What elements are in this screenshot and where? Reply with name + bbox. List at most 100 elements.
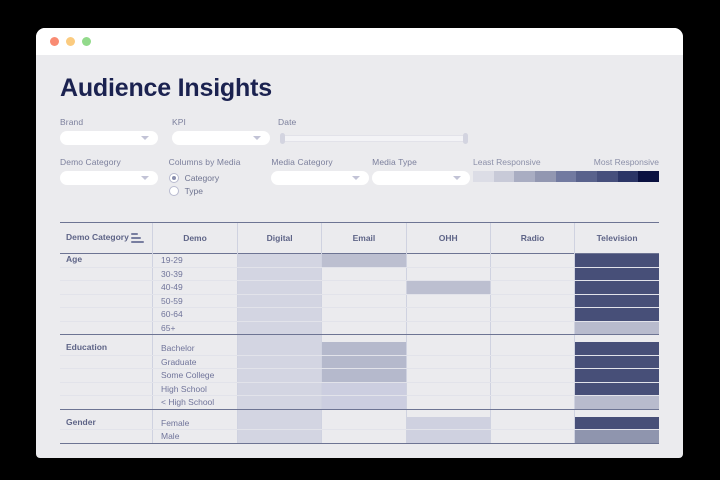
heatmap-cell-email[interactable]	[321, 429, 407, 444]
heatmap-cell-email[interactable]	[321, 416, 407, 430]
heatmap-cell-ohh[interactable]	[406, 395, 491, 410]
heatmap-cell-ohh[interactable]	[406, 429, 491, 444]
heatmap-cell-digital[interactable]	[237, 355, 323, 369]
heatmap-cell-television[interactable]	[574, 294, 659, 308]
heatmap-cell-digital[interactable]	[237, 368, 323, 383]
table-row[interactable]: 60-64	[60, 307, 659, 322]
heatmap-cell-radio[interactable]	[490, 355, 576, 369]
brand-select[interactable]	[60, 131, 158, 145]
heatmap-cell-radio[interactable]	[490, 395, 576, 410]
heatmap-cell-television[interactable]	[574, 395, 659, 410]
column-header-digital[interactable]: Digital	[237, 223, 323, 254]
heatmap-cell-radio[interactable]	[490, 342, 576, 356]
heatmap-cell-email[interactable]	[321, 253, 407, 268]
heatmap-cell-email[interactable]	[321, 342, 407, 356]
heatmap-cell-television[interactable]	[574, 267, 659, 281]
heatmap-cell-email[interactable]	[321, 267, 407, 281]
heatmap-cell-digital[interactable]	[237, 395, 323, 410]
heatmap-cell-television[interactable]	[574, 416, 659, 430]
heatmap-cell-radio[interactable]	[490, 368, 576, 383]
heatmap-cell-email[interactable]	[321, 280, 407, 295]
table-row[interactable]: Male	[60, 429, 659, 444]
heatmap-cell-radio[interactable]	[490, 280, 576, 295]
slider-handle-end[interactable]	[463, 132, 468, 144]
heatmap-cell-ohh[interactable]	[406, 253, 491, 268]
column-header-radio[interactable]: Radio	[490, 223, 576, 254]
table-row[interactable]: 30-39	[60, 267, 659, 281]
table-row[interactable]: Age 19-29	[60, 253, 659, 268]
heatmap-cell-radio[interactable]	[490, 321, 576, 335]
heatmap-cell-television[interactable]	[574, 253, 659, 268]
heatmap-cell-email[interactable]	[321, 368, 407, 383]
demo-category-select[interactable]	[60, 171, 158, 185]
heatmap-cell-ohh[interactable]	[406, 368, 491, 383]
heatmap-cell-email[interactable]	[321, 355, 407, 369]
radio-option-category[interactable]: Category	[168, 173, 272, 183]
heatmap-cell-ohh[interactable]	[406, 416, 491, 430]
heatmap-cell-ohh[interactable]	[406, 294, 491, 308]
heatmap-cell-ohh[interactable]	[406, 355, 491, 369]
table-row[interactable]: High School	[60, 382, 659, 396]
heatmap-cell-ohh[interactable]	[406, 307, 491, 322]
heatmap-cell-digital[interactable]	[237, 429, 323, 444]
column-header-television[interactable]: Television	[574, 223, 659, 254]
heatmap-cell-digital[interactable]	[237, 342, 323, 356]
heatmap-cell-digital[interactable]	[237, 294, 323, 308]
heatmap-cell-television[interactable]	[574, 368, 659, 383]
column-header-email[interactable]: Email	[321, 223, 407, 254]
heatmap-cell-radio[interactable]	[490, 429, 576, 444]
heatmap-cell-television[interactable]	[574, 307, 659, 322]
heatmap-cell-digital[interactable]	[237, 280, 323, 295]
close-window-button[interactable]	[50, 37, 59, 46]
heatmap-cell-digital[interactable]	[237, 253, 323, 268]
column-header-demo-category[interactable]: Demo Category	[60, 223, 153, 254]
heatmap-cell-ohh[interactable]	[406, 267, 491, 281]
heatmap-cell-ohh[interactable]	[406, 280, 491, 295]
heatmap-cell-television[interactable]	[574, 382, 659, 396]
heatmap-cell-television[interactable]	[574, 355, 659, 369]
heatmap-cell-radio[interactable]	[490, 382, 576, 396]
table-row[interactable]: < High School	[60, 395, 659, 410]
heatmap-cell-digital[interactable]	[237, 416, 323, 430]
heatmap-cell-television[interactable]	[574, 280, 659, 295]
heatmap-cell-radio[interactable]	[490, 267, 576, 281]
heatmap-cell-email[interactable]	[321, 382, 407, 396]
table-row[interactable]: Some College	[60, 368, 659, 383]
slider-handle-start[interactable]	[280, 132, 285, 144]
columns-by-media-radio-group: Category Type	[168, 173, 272, 196]
table-row[interactable]: 40-49	[60, 280, 659, 295]
heatmap-cell-ohh[interactable]	[406, 342, 491, 356]
column-header-demo[interactable]: Demo	[152, 223, 238, 254]
heatmap-cell-television[interactable]	[574, 321, 659, 335]
sort-bars-icon[interactable]	[131, 232, 144, 244]
heatmap-cell-digital[interactable]	[237, 382, 323, 396]
heatmap-cell-digital[interactable]	[237, 321, 323, 335]
heatmap-cell-radio[interactable]	[490, 294, 576, 308]
heatmap-cell-digital[interactable]	[237, 307, 323, 322]
radio-option-type[interactable]: Type	[168, 186, 272, 196]
heatmap-cell-radio[interactable]	[490, 416, 576, 430]
heatmap-cell-radio[interactable]	[490, 253, 576, 268]
heatmap-cell-email[interactable]	[321, 321, 407, 335]
maximize-window-button[interactable]	[82, 37, 91, 46]
heatmap-cell-radio[interactable]	[490, 307, 576, 322]
media-type-select[interactable]	[372, 171, 471, 185]
heatmap-cell-email[interactable]	[321, 294, 407, 308]
heatmap-cell-digital[interactable]	[237, 267, 323, 281]
table-row[interactable]: 65+	[60, 321, 659, 335]
minimize-window-button[interactable]	[66, 37, 75, 46]
table-row[interactable]: Gender Female	[60, 416, 659, 430]
kpi-select[interactable]	[172, 131, 270, 145]
table-row[interactable]: Education Bachelor	[60, 342, 659, 356]
heatmap-cell-email[interactable]	[321, 395, 407, 410]
table-row[interactable]: 50-59	[60, 294, 659, 308]
heatmap-cell-ohh[interactable]	[406, 382, 491, 396]
heatmap-cell-email[interactable]	[321, 307, 407, 322]
table-row[interactable]: Graduate	[60, 355, 659, 369]
heatmap-cell-television[interactable]	[574, 429, 659, 444]
date-range-slider[interactable]	[278, 131, 470, 145]
heatmap-cell-television[interactable]	[574, 342, 659, 356]
column-header-ohh[interactable]: OHH	[406, 223, 491, 254]
heatmap-cell-ohh[interactable]	[406, 321, 491, 335]
media-category-select[interactable]	[271, 171, 370, 185]
